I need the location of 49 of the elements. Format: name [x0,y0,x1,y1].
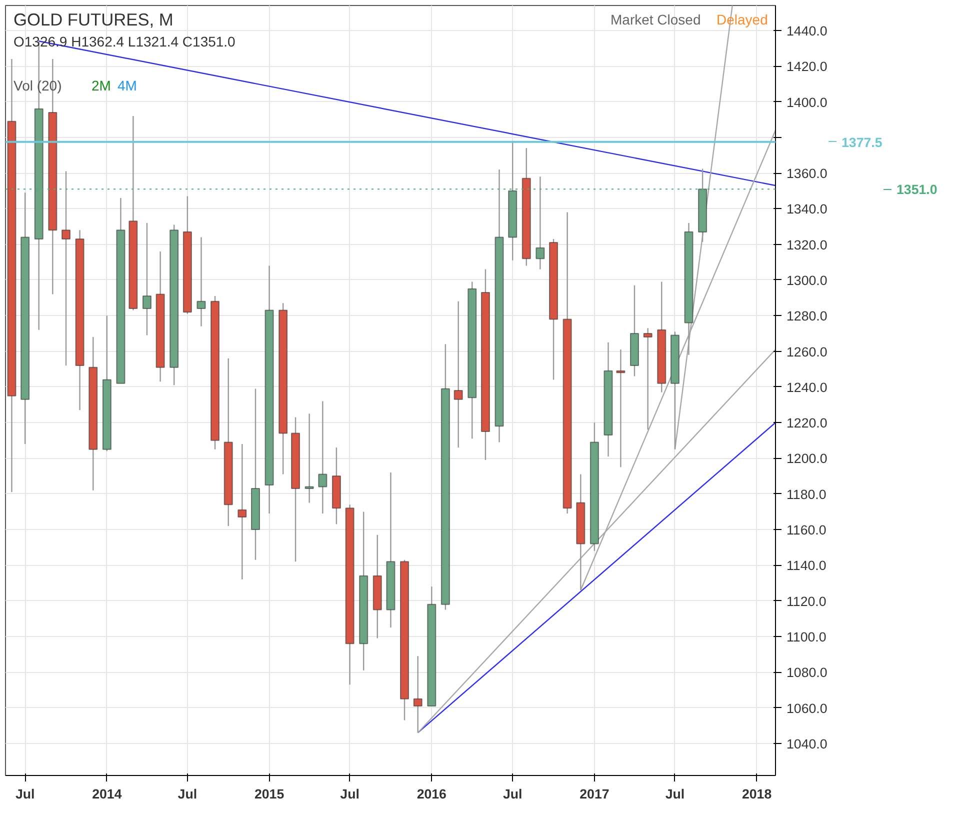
annotation: 4M [118,78,137,94]
y-tick-label: 1040.0 [786,736,828,752]
candlestick [142,222,152,336]
ref-line-label: 1377.5 [842,134,883,150]
x-tick-label: 2014 [92,786,122,802]
candlestick [616,348,626,468]
candlestick [196,236,206,327]
annotation: Market Closed [610,12,701,28]
x-tick-label: 2015 [254,786,285,802]
y-tick-label: 1080.0 [786,665,828,680]
y-tick-label: 1440.0 [786,23,828,38]
x-tick-label: Jul [340,786,360,802]
chart-title: GOLD FUTURES, M [14,10,174,30]
x-tick-label: Jul [178,786,198,802]
candlestick [304,413,314,504]
candlestick [643,328,652,430]
y-tick-label: 1200.0 [786,451,828,466]
y-tick-label: 1100.0 [786,629,826,644]
y-tick-label: 1060.0 [786,700,828,716]
y-tick-label: 1140.0 [786,558,826,574]
ref-line-label: 1351.0 [896,182,938,198]
x-tick-label: 2016 [416,786,446,802]
annotation: Delayed [716,12,768,28]
y-tick-label: 1340.0 [786,202,828,217]
y-tick-label: 1300.0 [786,272,828,288]
text: O1326.9 H1362.4 L1321.4 C1351.0 [14,34,236,50]
y-tick-label: 1240.0 [786,380,828,395]
x-tick-label: Jul [15,786,35,802]
annotation: 2M [92,78,111,94]
y-tick-label: 1260.0 [786,344,828,360]
x-tick-label: Jul [665,786,685,802]
y-tick-label: 1420.0 [786,59,828,74]
candlestick [318,400,328,514]
candlestick [238,443,247,580]
y-tick-label: 1320.0 [786,237,828,252]
x-tick-label: 2018 [742,786,772,802]
y-tick-label: 1160.0 [786,522,826,538]
x-tick-label: 2017 [580,786,610,802]
candlestick [536,176,545,270]
candlestick [454,300,463,448]
y-tick-label: 1220.0 [786,416,828,431]
y-tick-label: 1280.0 [786,308,828,324]
x-tick-label: Jul [502,786,522,802]
candlestick [61,170,70,366]
y-tick-label: 1400.0 [786,94,828,110]
y-tick-label: 1360.0 [786,166,828,182]
y-tick-label: 1120.0 [786,594,826,609]
y-tick-label: 1180.0 [786,486,826,502]
candlestick [413,655,422,734]
